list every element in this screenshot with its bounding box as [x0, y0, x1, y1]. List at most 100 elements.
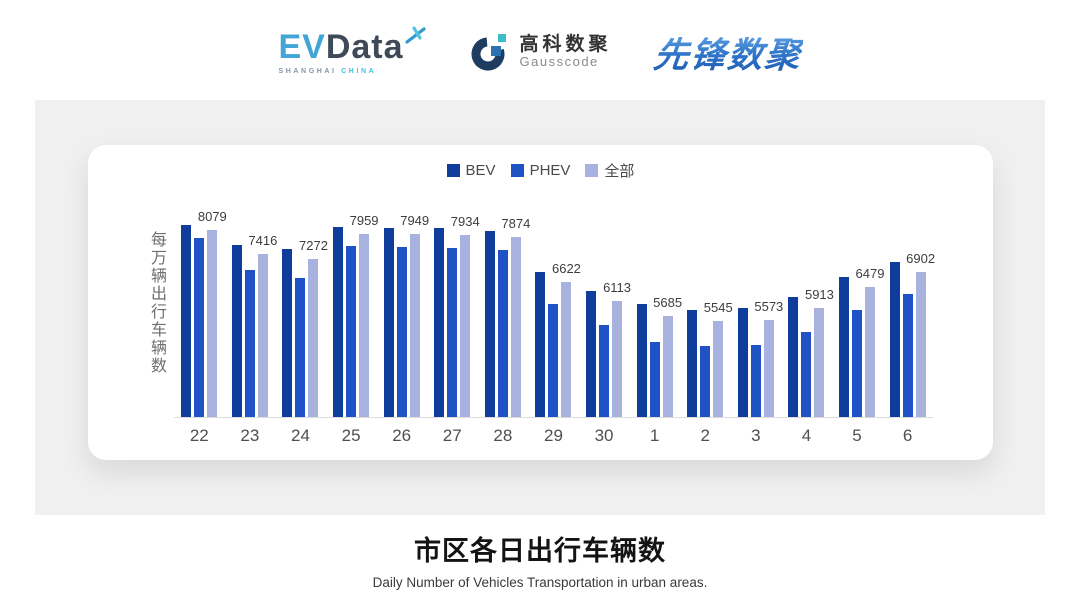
legend-label: BEV [465, 162, 496, 179]
chart-legend: BEV PHEV 全部 [88, 160, 993, 181]
bar-all [308, 258, 319, 417]
gausscode-g-icon [471, 34, 506, 71]
bar-all [561, 282, 572, 417]
bar-cluster [737, 307, 774, 417]
bar-bev [282, 248, 293, 417]
bar-phev [396, 246, 407, 417]
x-tick-label: 4 [801, 426, 812, 445]
data-label: 6622 [551, 261, 581, 277]
chart-subtitle: Daily Number of Vehicles Transportation … [372, 575, 708, 590]
data-label: 5573 [754, 299, 784, 315]
legend-item-bev: BEV [446, 162, 496, 179]
x-tick-label: 25 [341, 426, 361, 445]
bar-phev [497, 249, 508, 417]
bar-bev [737, 307, 748, 417]
bar-cluster [889, 261, 926, 417]
bar-phev [447, 247, 458, 417]
x-tick-label: 26 [392, 426, 412, 445]
evdata-data-text: Data [325, 27, 404, 66]
bar-group: 5573 3 [731, 183, 784, 445]
bar-group: 7416 23 [225, 183, 278, 445]
bar-phev [852, 309, 863, 417]
bar-cluster [484, 230, 521, 417]
bar-group: 5913 4 [781, 183, 834, 445]
evdata-ev-text: EV [278, 27, 326, 66]
bar-phev [700, 345, 711, 417]
evdata-star-icon [404, 25, 426, 44]
x-tick-label: 5 [852, 426, 862, 445]
data-label: 7416 [248, 232, 278, 248]
bar-group: 7272 24 [275, 183, 328, 445]
data-label: 7934 [450, 213, 480, 229]
bar-cluster [231, 244, 268, 417]
bar-bev [333, 226, 344, 417]
x-tick-label: 27 [442, 426, 462, 445]
x-tick-label: 28 [493, 426, 513, 445]
bar-phev [801, 331, 812, 417]
logo-bar: EV Data SHANGHAI CHINA 高科数聚 Gausscode 先锋数… [0, 20, 1080, 84]
legend-swatch-icon [446, 164, 460, 177]
bar-phev [750, 344, 761, 417]
bar-group: 8079 22 [174, 183, 227, 445]
bar-bev [434, 227, 445, 417]
bar-all [207, 229, 218, 417]
bar-bev [484, 230, 495, 417]
bar-cluster [181, 224, 218, 417]
x-tick-label: 22 [189, 426, 209, 445]
bar-all [409, 234, 420, 417]
x-tick-label: 6 [902, 426, 913, 445]
bar-bev [181, 224, 192, 417]
gausscode-en-text: Gausscode [519, 54, 599, 70]
bar-phev [346, 245, 357, 417]
gausscode-logo: 高科数聚 Gausscode [469, 31, 612, 73]
data-label: 7272 [299, 237, 328, 253]
bar-all [662, 316, 673, 417]
evdata-logo: EV Data SHANGHAI CHINA [278, 25, 426, 75]
bar-cluster [333, 226, 370, 417]
bar-all [460, 234, 471, 417]
x-tick-label: 1 [649, 426, 660, 445]
data-label: 5685 [653, 295, 683, 311]
bar-cluster [839, 276, 876, 417]
bar-all [915, 272, 926, 417]
legend-item-phev: PHEV [510, 162, 571, 179]
gausscode-cn-text: 高科数聚 [519, 33, 612, 55]
x-tick-label: 24 [291, 426, 310, 445]
bar-group: 6479 5 [832, 183, 884, 445]
legend-item-all: 全部 [585, 160, 634, 181]
bar-cluster [687, 309, 724, 417]
bar-cluster [383, 227, 420, 417]
chart-panel: BEV PHEV 全部 每万辆出行车辆数 8079 22 7416 23 7272 24 795… [35, 100, 1045, 515]
bar-all [814, 307, 825, 417]
bar-group: 6622 29 [528, 183, 581, 445]
data-label: 7874 [501, 215, 531, 231]
bar-phev [244, 269, 255, 417]
bar-group: 7949 26 [376, 183, 429, 445]
data-label: 5913 [804, 286, 834, 302]
bar-bev [535, 271, 546, 417]
xianfeng-logo: 先锋数聚 [651, 27, 804, 78]
data-label: 6113 [603, 279, 632, 295]
y-axis-label: 每万辆出行车辆数 [148, 231, 165, 375]
bar-all [257, 253, 268, 417]
bar-phev [902, 293, 913, 417]
bar-bev [839, 276, 850, 417]
bar-bev [636, 303, 647, 417]
bar-all [612, 300, 623, 417]
bar-group: 6902 6 [882, 183, 935, 445]
evdata-subtitle: SHANGHAI CHINA [278, 68, 426, 75]
bar-all [713, 321, 724, 417]
bar-bev [788, 296, 799, 417]
bar-all [510, 236, 521, 417]
data-label: 5545 [703, 300, 733, 316]
bar-phev [599, 324, 610, 417]
bar-all [359, 233, 370, 417]
legend-label: PHEV [529, 162, 571, 179]
legend-swatch-icon [510, 164, 524, 177]
legend-label: 全部 [604, 163, 635, 180]
x-tick-label: 29 [543, 426, 563, 445]
bar-cluster [586, 290, 623, 417]
bar-group: 7934 27 [427, 183, 480, 445]
title-block: 市区各日出行车辆数 Daily Number of Vehicles Trans… [0, 529, 1080, 590]
bar-bev [383, 227, 394, 417]
